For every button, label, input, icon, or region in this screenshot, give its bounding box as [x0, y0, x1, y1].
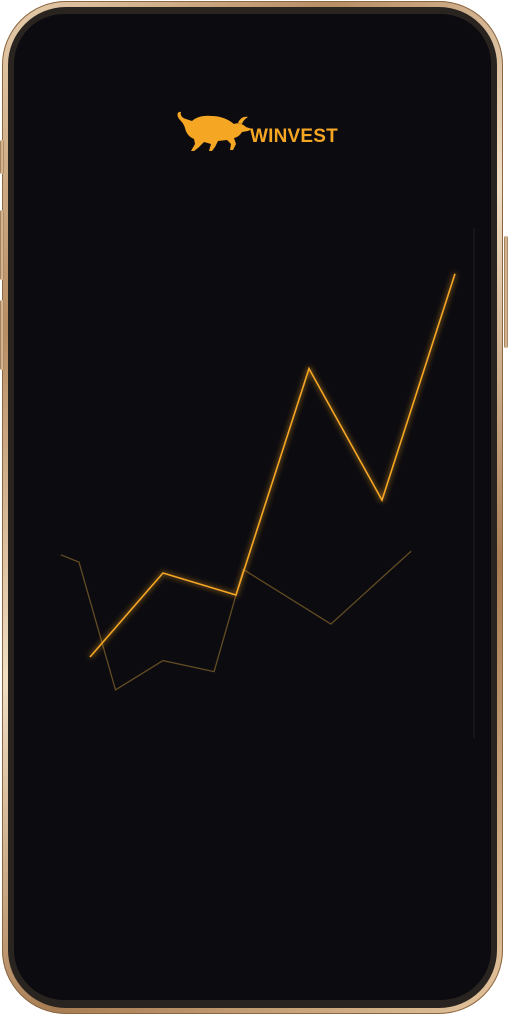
series-line-primary: [89, 273, 456, 658]
side-button-left-2: [0, 210, 4, 280]
brand-logo: WINVEST: [174, 106, 338, 156]
phone-screen: WINVEST: [14, 14, 491, 1000]
chart-series: [60, 273, 456, 691]
side-button-left-3: [0, 300, 4, 370]
chart-grid: [14, 227, 475, 739]
side-button-left-1: [0, 140, 4, 174]
price-chart: [14, 227, 475, 739]
side-button-right: [504, 236, 508, 348]
series-line-secondary: [60, 550, 412, 691]
bull-icon: [177, 111, 252, 151]
brand-name: WINVEST: [250, 126, 338, 147]
